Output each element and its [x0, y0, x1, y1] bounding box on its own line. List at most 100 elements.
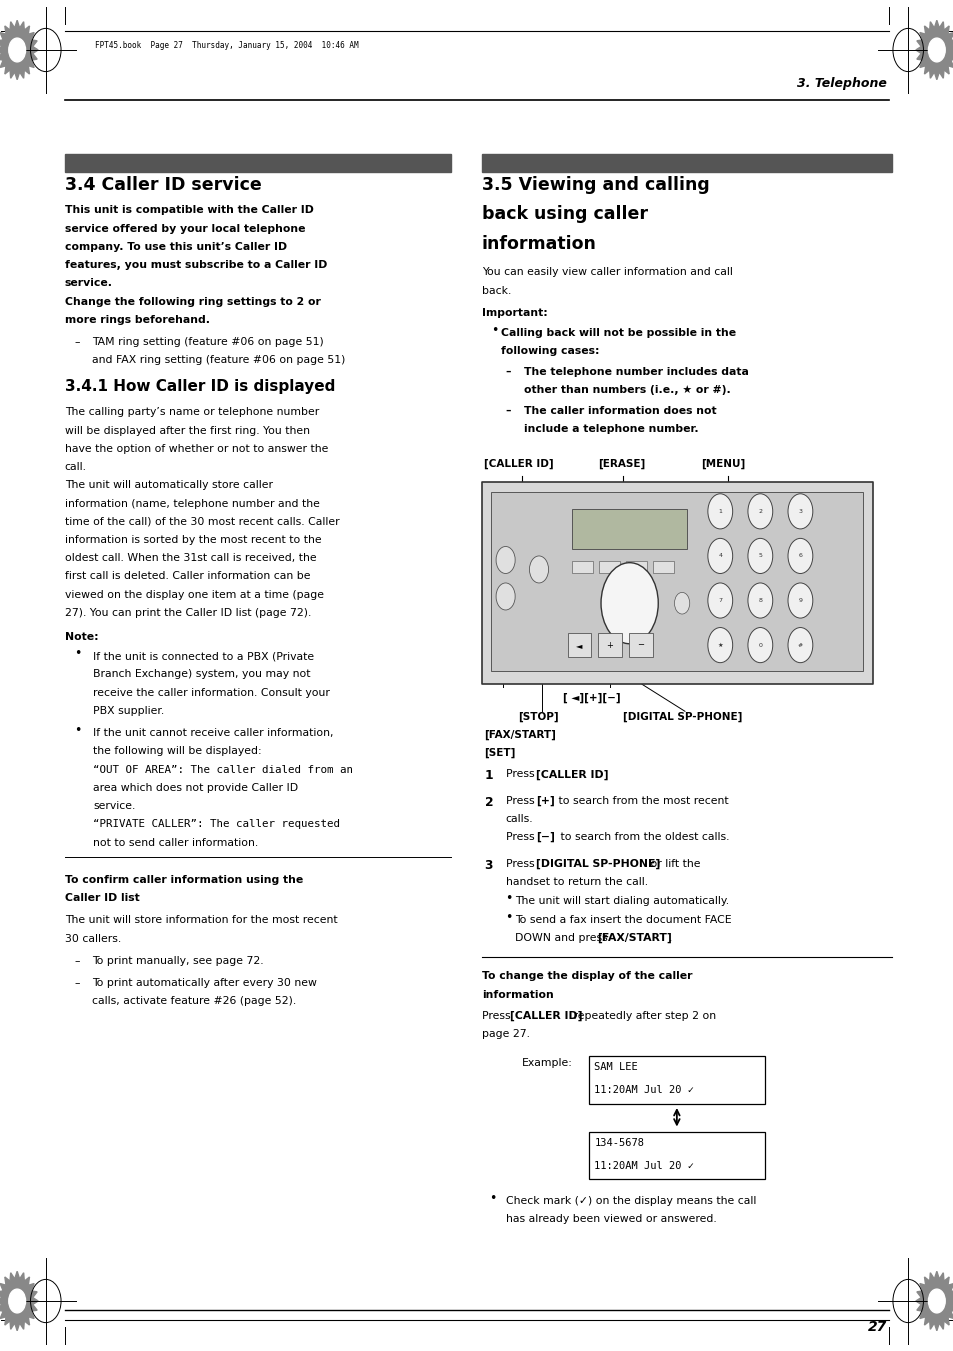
Text: [−]: [−]	[536, 832, 555, 843]
Text: [CALLER ID]: [CALLER ID]	[536, 769, 608, 780]
Text: 3.5 Viewing and calling: 3.5 Viewing and calling	[481, 176, 709, 193]
Circle shape	[787, 582, 812, 617]
Text: Branch Exchange) system, you may not: Branch Exchange) system, you may not	[93, 669, 311, 680]
Circle shape	[707, 538, 732, 573]
Text: to search from the most recent: to search from the most recent	[555, 796, 728, 805]
Text: back.: back.	[481, 286, 511, 296]
Text: has already been viewed or answered.: has already been viewed or answered.	[505, 1213, 716, 1224]
Text: The unit will automatically store caller: The unit will automatically store caller	[65, 480, 273, 490]
Text: “PRIVATE CALLER”: The caller requested: “PRIVATE CALLER”: The caller requested	[93, 819, 340, 830]
Text: Note:: Note:	[65, 631, 98, 642]
Text: more rings beforehand.: more rings beforehand.	[65, 315, 210, 324]
Text: [ ◄][+][−]: [ ◄][+][−]	[562, 692, 619, 703]
Circle shape	[787, 627, 812, 662]
Text: To confirm caller information using the: To confirm caller information using the	[65, 874, 303, 885]
Text: information: information	[481, 989, 553, 1000]
Text: 3.4 Caller ID service: 3.4 Caller ID service	[65, 176, 261, 193]
Text: and FAX ring setting (feature #06 on page 51): and FAX ring setting (feature #06 on pag…	[91, 355, 345, 365]
Bar	[65, 154, 451, 172]
Text: time of the call) of the 30 most recent calls. Caller: time of the call) of the 30 most recent …	[65, 516, 339, 527]
Text: 1: 1	[484, 769, 493, 782]
Bar	[588, 1056, 764, 1104]
Bar	[572, 561, 593, 573]
Text: service.: service.	[65, 278, 112, 288]
Text: −: −	[637, 640, 643, 650]
Text: 11:20AM Jul 20 ✓: 11:20AM Jul 20 ✓	[594, 1085, 694, 1094]
Text: –: –	[505, 366, 511, 377]
Text: 1: 1	[718, 509, 721, 513]
Text: other than numbers (i.e., ★ or #).: other than numbers (i.e., ★ or #).	[523, 385, 730, 394]
Text: features, you must subscribe to a Caller ID: features, you must subscribe to a Caller…	[65, 259, 327, 270]
Text: DOWN and press: DOWN and press	[515, 932, 611, 943]
Text: call.: call.	[65, 462, 87, 471]
Text: 6: 6	[798, 554, 801, 558]
Text: 134-5678: 134-5678	[594, 1138, 643, 1147]
Text: TAM ring setting (feature #06 on page 51): TAM ring setting (feature #06 on page 51…	[91, 336, 323, 347]
Text: Press: Press	[505, 858, 537, 869]
Text: viewed on the display one item at a time (page: viewed on the display one item at a time…	[65, 589, 323, 600]
Text: Change the following ring settings to 2 or: Change the following ring settings to 2 …	[65, 296, 320, 307]
Text: following cases:: following cases:	[500, 346, 598, 355]
Text: receive the caller information. Consult your: receive the caller information. Consult …	[93, 688, 330, 697]
Text: [CALLER ID]: [CALLER ID]	[483, 458, 553, 469]
Text: [FAX/START]: [FAX/START]	[483, 730, 555, 740]
Text: repeatedly after step 2 on: repeatedly after step 2 on	[569, 1011, 715, 1020]
Circle shape	[747, 582, 772, 617]
Text: •: •	[505, 892, 513, 905]
Text: information is sorted by the most recent to the: information is sorted by the most recent…	[65, 535, 321, 544]
Text: The unit will store information for the most recent: The unit will store information for the …	[65, 915, 337, 925]
Text: have the option of whether or not to answer the: have the option of whether or not to ans…	[65, 443, 328, 454]
Text: 9: 9	[798, 598, 801, 603]
Text: If the unit is connected to a PBX (Private: If the unit is connected to a PBX (Priva…	[93, 651, 314, 661]
Circle shape	[927, 1289, 944, 1313]
Text: •: •	[489, 1192, 497, 1205]
Text: 3: 3	[484, 858, 493, 871]
Bar	[625, 561, 646, 573]
Bar	[588, 1132, 764, 1179]
Text: Press: Press	[505, 832, 537, 842]
Text: company. To use this unit’s Caller ID: company. To use this unit’s Caller ID	[65, 242, 287, 251]
Text: ◄: ◄	[576, 640, 582, 650]
Text: to search from the oldest calls.: to search from the oldest calls.	[557, 832, 729, 842]
Circle shape	[707, 582, 732, 617]
Text: .: .	[596, 769, 599, 780]
Polygon shape	[0, 20, 38, 80]
Text: The telephone number includes data: The telephone number includes data	[523, 366, 748, 377]
Circle shape	[674, 592, 689, 613]
Text: The unit will start dialing automatically.: The unit will start dialing automaticall…	[515, 896, 728, 907]
Bar	[598, 632, 621, 657]
Text: .: .	[668, 932, 672, 943]
Text: first call is deleted. Caller information can be: first call is deleted. Caller informatio…	[65, 571, 310, 581]
Text: [FAX/START]: [FAX/START]	[597, 932, 671, 943]
Text: To print automatically after every 30 new: To print automatically after every 30 ne…	[91, 978, 316, 988]
Bar	[652, 561, 673, 573]
Circle shape	[747, 627, 772, 662]
Bar	[481, 154, 891, 172]
Text: FPT45.book  Page 27  Thursday, January 15, 2004  10:46 AM: FPT45.book Page 27 Thursday, January 15,…	[95, 42, 358, 50]
Text: Press: Press	[481, 1011, 514, 1020]
Text: ★: ★	[717, 643, 722, 647]
Circle shape	[747, 493, 772, 528]
Text: calls.: calls.	[505, 813, 533, 824]
Text: –: –	[505, 405, 511, 416]
Text: the following will be displayed:: the following will be displayed:	[93, 746, 262, 757]
Text: service offered by your local telephone: service offered by your local telephone	[65, 224, 305, 234]
Text: not to send caller information.: not to send caller information.	[93, 838, 258, 847]
Text: area which does not provide Caller ID: area which does not provide Caller ID	[93, 782, 298, 793]
Circle shape	[529, 555, 548, 582]
Text: –: –	[74, 336, 80, 347]
Text: Caller ID list: Caller ID list	[65, 893, 139, 902]
Text: The calling party’s name or telephone number: The calling party’s name or telephone nu…	[65, 407, 319, 417]
Text: 2: 2	[484, 796, 493, 809]
Text: back using caller: back using caller	[481, 205, 647, 223]
Text: PBX supplier.: PBX supplier.	[93, 705, 165, 716]
Text: 7: 7	[718, 598, 721, 603]
Text: Press: Press	[505, 769, 537, 780]
Text: [ERASE]: [ERASE]	[598, 458, 645, 469]
Text: If the unit cannot receive caller information,: If the unit cannot receive caller inform…	[93, 728, 334, 738]
Text: This unit is compatible with the Caller ID: This unit is compatible with the Caller …	[65, 205, 314, 215]
Text: 3. Telephone: 3. Telephone	[797, 77, 886, 91]
Bar	[572, 508, 686, 549]
Text: Important:: Important:	[481, 308, 547, 317]
Text: To send a fax insert the document FACE: To send a fax insert the document FACE	[515, 915, 731, 924]
